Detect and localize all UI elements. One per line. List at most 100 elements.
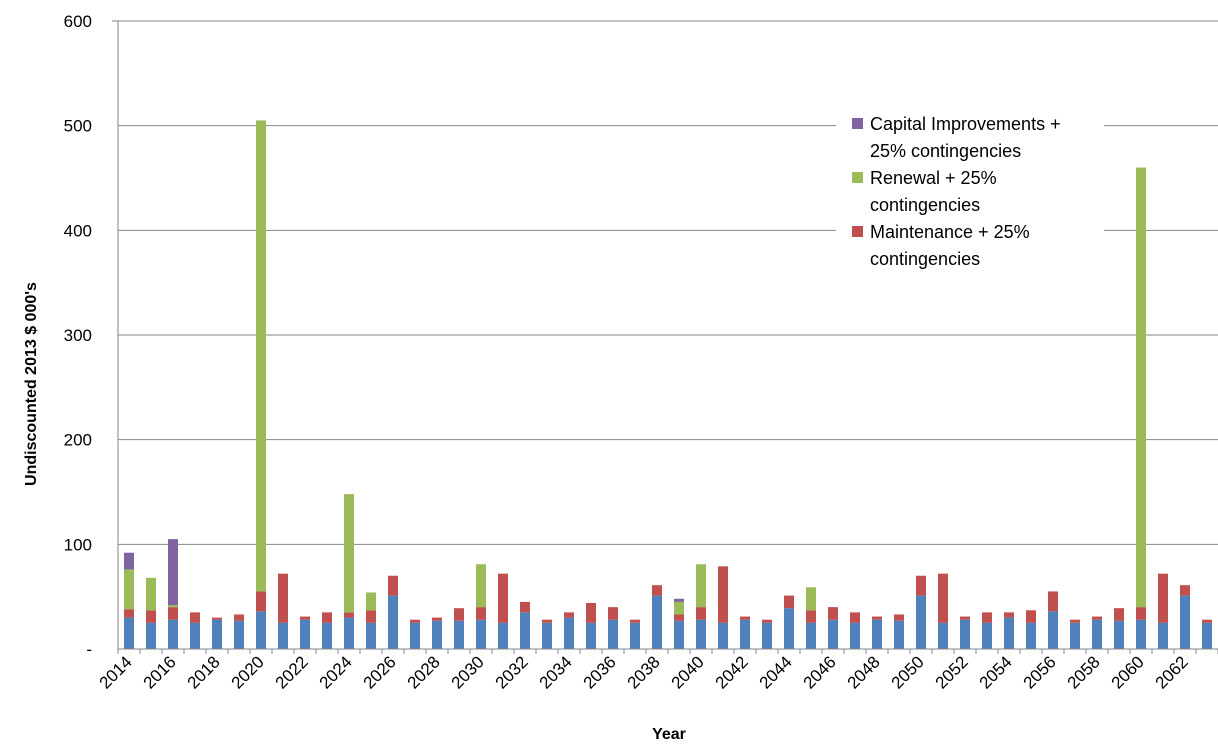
y-tick-label: 600 xyxy=(64,12,92,31)
x-tick-label: 2034 xyxy=(536,652,576,692)
bar-renewal-2045 xyxy=(806,587,816,611)
bar-maintenance-2020 xyxy=(256,591,266,612)
x-tick-label: 2046 xyxy=(800,652,840,692)
bar-renewal-2030 xyxy=(476,564,486,608)
bar-base-2034 xyxy=(564,617,574,649)
bar-base-2036 xyxy=(608,619,618,649)
bar-maintenance-2019 xyxy=(234,614,244,621)
bar-maintenance-2061 xyxy=(1158,573,1168,623)
bar-maintenance-2016 xyxy=(168,607,178,620)
legend-swatch xyxy=(852,118,863,129)
bar-renewal-2016 xyxy=(168,605,178,608)
bar-base-2027 xyxy=(410,622,420,649)
bar-renewal-2020 xyxy=(256,120,266,592)
bar-maintenance-2041 xyxy=(718,566,728,623)
bar-capital-2014 xyxy=(124,552,134,570)
bar-base-2031 xyxy=(498,622,508,649)
legend-swatch xyxy=(852,226,863,237)
bar-base-2041 xyxy=(718,622,728,649)
legend: Capital Improvements + 25% contingencies R… xyxy=(836,112,1104,276)
bar-base-2040 xyxy=(696,619,706,649)
x-tick-label: 2022 xyxy=(272,652,312,692)
bar-base-2030 xyxy=(476,619,486,649)
bar-base-2015 xyxy=(146,622,156,649)
bar-base-2052 xyxy=(960,619,970,649)
y-tick-label: 300 xyxy=(64,326,92,345)
bar-maintenance-2056 xyxy=(1048,591,1058,612)
bar-maintenance-2026 xyxy=(388,575,398,596)
bar-maintenance-2017 xyxy=(190,612,200,623)
bar-base-2023 xyxy=(322,622,332,649)
x-tick-label: 2036 xyxy=(580,652,620,692)
bar-base-2022 xyxy=(300,619,310,649)
x-tick-label: 2044 xyxy=(756,652,796,692)
bar-base-2037 xyxy=(630,622,640,649)
bar-base-2053 xyxy=(982,622,992,649)
bar-maintenance-2043 xyxy=(762,619,772,623)
axes xyxy=(112,20,1218,654)
bar-base-2029 xyxy=(454,620,464,649)
x-tick-label: 2052 xyxy=(932,652,972,692)
y-axis-title: Undiscounted 2013 $ 000's xyxy=(23,282,40,486)
bar-maintenance-2027 xyxy=(410,619,420,623)
legend-label: Capital Improvements + xyxy=(870,114,1061,134)
bar-base-2061 xyxy=(1158,622,1168,649)
bar-maintenance-2037 xyxy=(630,619,640,623)
y-tick-label: 400 xyxy=(64,221,92,240)
bar-maintenance-2031 xyxy=(498,573,508,623)
bar-maintenance-2023 xyxy=(322,612,332,623)
bar-base-2017 xyxy=(190,622,200,649)
x-tick-label: 2032 xyxy=(492,652,532,692)
bar-base-2021 xyxy=(278,622,288,649)
bar-base-2032 xyxy=(520,612,530,649)
bar-base-2046 xyxy=(828,619,838,649)
bar-base-2048 xyxy=(872,619,882,649)
bar-base-2039 xyxy=(674,620,684,649)
x-tick-label: 2056 xyxy=(1020,652,1060,692)
x-axis-title: Year xyxy=(652,726,686,743)
bar-renewal-2039 xyxy=(674,601,684,615)
bars xyxy=(124,120,1212,649)
legend-label: Maintenance + 25% xyxy=(870,222,1030,242)
bar-capital-2016 xyxy=(168,539,178,606)
x-tick-label: 2018 xyxy=(184,652,224,692)
bar-base-2033 xyxy=(542,622,552,649)
bar-maintenance-2054 xyxy=(1004,612,1014,618)
bar-base-2045 xyxy=(806,622,816,649)
bar-capital-2039 xyxy=(674,598,684,602)
bar-maintenance-2057 xyxy=(1070,619,1080,623)
bar-base-2014 xyxy=(124,617,134,649)
bar-renewal-2025 xyxy=(366,592,376,611)
x-tick-label: 2054 xyxy=(976,652,1016,692)
bar-maintenance-2051 xyxy=(938,573,948,623)
bar-base-2025 xyxy=(366,622,376,649)
bar-maintenance-2038 xyxy=(652,585,662,596)
bar-maintenance-2033 xyxy=(542,619,552,623)
x-tick-label: 2050 xyxy=(888,652,928,692)
bar-base-2059 xyxy=(1114,620,1124,649)
bar-maintenance-2022 xyxy=(300,616,310,620)
x-tick-label: 2060 xyxy=(1108,652,1148,692)
bar-maintenance-2024 xyxy=(344,612,354,618)
bar-renewal-2014 xyxy=(124,569,134,610)
legend-label: contingencies xyxy=(870,249,980,269)
bar-maintenance-2021 xyxy=(278,573,288,623)
gridlines xyxy=(118,20,1218,545)
bar-maintenance-2046 xyxy=(828,607,838,620)
legend-label: contingencies xyxy=(870,195,980,215)
bar-maintenance-2018 xyxy=(212,617,222,620)
x-tick-label: 2040 xyxy=(668,652,708,692)
bar-maintenance-2029 xyxy=(454,608,464,621)
legend-background xyxy=(836,112,1104,276)
y-tick-labels: - 100 200 300 400 500 600 xyxy=(64,12,92,659)
bar-maintenance-2058 xyxy=(1092,616,1102,620)
x-tick-label: 2026 xyxy=(360,652,400,692)
bar-base-2028 xyxy=(432,620,442,649)
bar-renewal-2040 xyxy=(696,564,706,608)
x-tick-label: 2024 xyxy=(316,652,356,692)
bar-base-2058 xyxy=(1092,619,1102,649)
bar-base-2024 xyxy=(344,617,354,649)
bar-base-2019 xyxy=(234,620,244,649)
bar-base-2055 xyxy=(1026,622,1036,649)
